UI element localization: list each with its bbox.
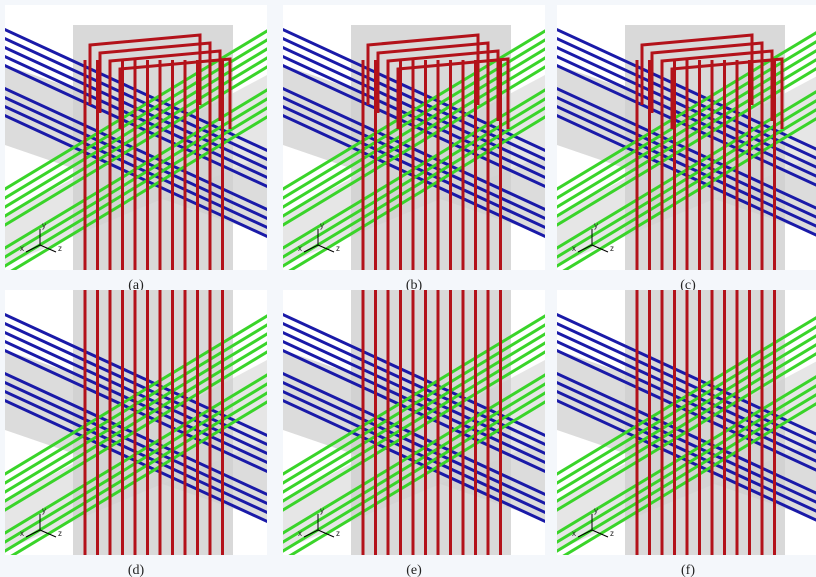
axis-label: x	[298, 244, 302, 253]
page: yxz(a)yxz(b)yxz(c)yxz(d)yxz(e)yxz(f) (()…	[0, 0, 816, 577]
axis-label: y	[594, 506, 598, 515]
axis-label: z	[336, 244, 340, 253]
figure: yxz(a)yxz(b)yxz(c)yxz(d)yxz(e)yxz(f)	[0, 0, 816, 577]
axis-label: x	[20, 244, 24, 253]
axis-label: y	[320, 506, 324, 515]
panel	[0, 5, 277, 290]
axis-label: z	[610, 244, 614, 253]
axis-label: x	[572, 529, 576, 538]
axis-label: y	[594, 221, 598, 230]
axis-label: x	[572, 244, 576, 253]
panel	[547, 290, 816, 566]
axis-label: y	[42, 221, 46, 230]
panel	[273, 290, 555, 566]
axis-label: y	[320, 221, 324, 230]
panel-label: (e)	[406, 563, 422, 577]
axis-label: y	[42, 506, 46, 515]
panel	[273, 5, 555, 290]
panel-label: (d)	[128, 563, 145, 577]
axis-label: z	[58, 244, 62, 253]
axis-label: x	[20, 529, 24, 538]
axis-label: z	[58, 529, 62, 538]
axis-label: z	[336, 529, 340, 538]
panel	[0, 290, 277, 566]
axis-label: x	[298, 529, 302, 538]
panel-label: (f)	[681, 563, 695, 577]
axis-label: z	[610, 529, 614, 538]
